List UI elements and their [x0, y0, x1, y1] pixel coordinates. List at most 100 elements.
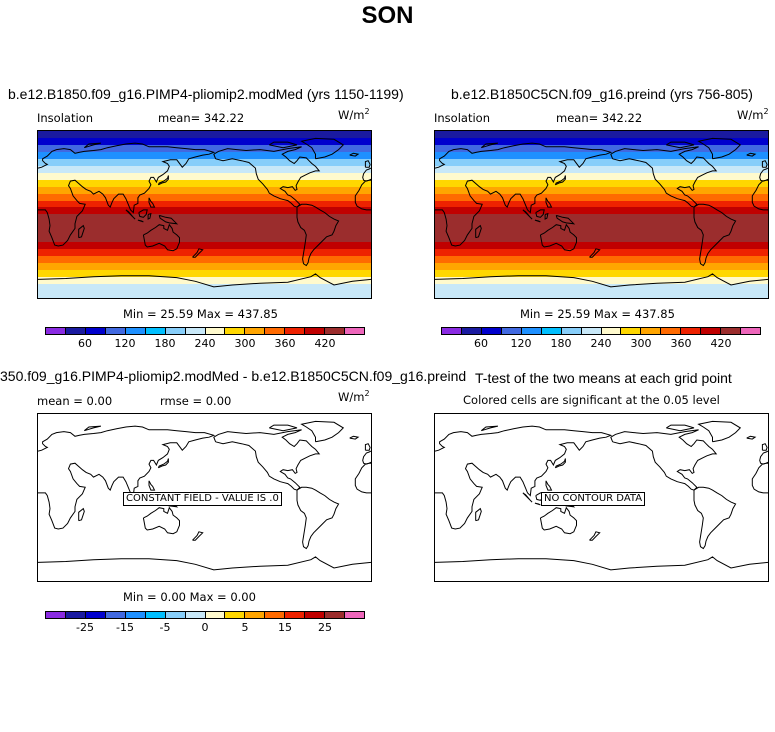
map-top-right [434, 130, 769, 299]
colorbar-swatch [245, 612, 266, 618]
colorbar-swatch [125, 328, 146, 334]
coastline [666, 141, 695, 149]
coastline [148, 480, 156, 491]
colorbar-swatch [165, 328, 186, 334]
coastline [349, 152, 360, 157]
coastline [349, 435, 360, 440]
colorbar-swatch [681, 328, 702, 334]
colorbar-swatch [205, 328, 226, 334]
colorbar-tick-label: 360 [274, 337, 296, 350]
coastline [364, 443, 371, 451]
latitude-band [435, 283, 768, 291]
coastline [539, 506, 577, 535]
colorbar-swatch [185, 612, 206, 618]
coastline-layer [435, 137, 768, 288]
colorbar-tick-label: 15 [278, 621, 292, 634]
coastline [83, 142, 102, 149]
latitude-band [435, 137, 768, 145]
latitude-band [38, 242, 371, 250]
mean-label-top-left: mean= 342.22 [158, 111, 245, 125]
minmax-label-top-left: Min = 25.59 Max = 437.85 [123, 307, 278, 321]
colorbar-swatch [621, 328, 642, 334]
coastline [522, 492, 533, 503]
rmse-label-bottom-left: rmse = 0.00 [160, 394, 232, 408]
coastline [192, 248, 204, 258]
latitude-band [435, 228, 768, 236]
coastline [148, 197, 156, 208]
coastline [362, 450, 371, 465]
coastline [213, 146, 321, 208]
colorbar-tick-label: 420 [314, 337, 336, 350]
colorbar-swatch [305, 328, 326, 334]
coastline [555, 214, 576, 225]
colorbar-ticks-top-left: 60 120 180 240 300 360 420 [45, 337, 365, 351]
latitude-band [38, 137, 371, 145]
colorbar-tick-label: -25 [76, 621, 94, 634]
coastline [125, 209, 136, 220]
coastline [666, 424, 695, 432]
colorbar-bottom-left [45, 611, 365, 619]
coastline [751, 179, 768, 211]
latitude-band [38, 172, 371, 180]
coastline-layer [38, 420, 371, 571]
latitude-band [38, 207, 371, 215]
coastline [38, 425, 216, 530]
latitude-band [38, 200, 371, 208]
colorbar-swatch [145, 612, 166, 618]
colorbar-swatch [325, 328, 346, 334]
panel-subtitle-bottom-right: Colored cells are significant at the 0.0… [463, 393, 720, 407]
coastline [83, 425, 102, 432]
latitude-band [38, 186, 371, 194]
colorbar-swatch [205, 612, 226, 618]
coastline [475, 224, 482, 239]
coastline [610, 146, 718, 208]
variable-label-top-left: Insolation [37, 111, 93, 125]
coastline [545, 197, 553, 208]
latitude-band [435, 290, 768, 298]
coastline [296, 486, 340, 550]
colorbar-swatch [165, 612, 186, 618]
colorbar-swatch [46, 612, 66, 618]
coastline [78, 224, 85, 239]
coastline [746, 152, 757, 157]
latitude-band [38, 158, 371, 166]
latitude-band [435, 172, 768, 180]
coastline [759, 167, 768, 182]
latitude-band [435, 277, 768, 284]
minmax-label-top-right: Min = 25.59 Max = 437.85 [520, 307, 675, 321]
colorbar-tick-label: 180 [154, 337, 176, 350]
colorbar-swatch [125, 612, 146, 618]
panel-title-top-left: b.e12.B1850.f09_g16.PIMP4-pliomip2.modMe… [8, 86, 404, 102]
coastline [38, 556, 371, 571]
colorbar-tick-label: 300 [630, 337, 652, 350]
figure-title: SON [361, 2, 414, 29]
colorbar-tick-label: 5 [241, 621, 249, 634]
colorbar-ticks-top-right: 60 120 180 240 300 360 420 [441, 337, 761, 351]
colorbar-swatch [325, 612, 346, 618]
units-label-top-right: W/m2 [737, 107, 769, 122]
colorbar-swatch [561, 328, 582, 334]
coastline [759, 450, 768, 465]
panel-title-top-right: b.e12.B1850C5CN.f09_g16.preind (yrs 756-… [451, 86, 753, 102]
colorbar-top-right [441, 327, 761, 335]
colorbar-swatch [442, 328, 462, 334]
coastline [746, 435, 757, 440]
colorbar-top-left [45, 327, 365, 335]
latitude-band [435, 158, 768, 166]
colorbar-tick-label: 420 [710, 337, 732, 350]
colorbar-swatch [245, 328, 266, 334]
coastline [435, 273, 768, 288]
latitude-band [435, 200, 768, 208]
coastline [435, 425, 613, 530]
latitude-band [38, 290, 371, 298]
colorbar-swatch [481, 328, 502, 334]
colorbar-swatch [85, 612, 106, 618]
colorbar-swatch [225, 612, 246, 618]
variable-label-top-right: Insolation [434, 111, 490, 125]
colorbar-tick-label: 120 [114, 337, 136, 350]
colorbar-swatch [345, 612, 364, 618]
coastline [138, 209, 148, 218]
coastline [147, 212, 152, 220]
panel-title-bottom-left: 350.f09_g16.PIMP4-pliomip2.modMed - b.e1… [0, 368, 467, 384]
colorbar-swatch [601, 328, 622, 334]
